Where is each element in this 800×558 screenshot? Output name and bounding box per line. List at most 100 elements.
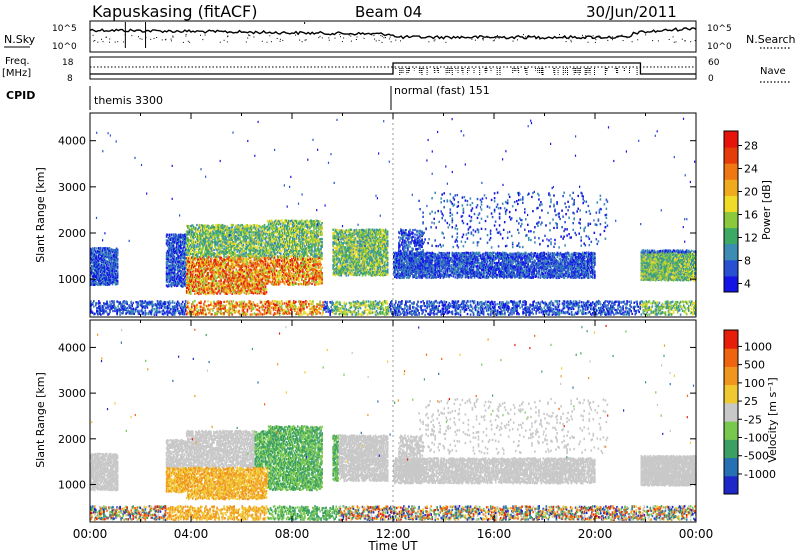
range-cell bbox=[311, 283, 313, 285]
noise-dot bbox=[400, 40, 401, 41]
noise-dot bbox=[601, 37, 602, 38]
noise-dot bbox=[523, 34, 524, 35]
range-cell bbox=[220, 279, 222, 281]
range-cell bbox=[106, 251, 108, 253]
station-title: Kapuskasing (fitACF) bbox=[92, 2, 257, 21]
range-cell bbox=[196, 248, 198, 250]
range-cell bbox=[317, 230, 319, 232]
noise-dot bbox=[495, 38, 496, 39]
noise-tick-right-bottom: 10^0 bbox=[707, 42, 732, 52]
noise-trace bbox=[90, 22, 696, 48]
noise-panel bbox=[90, 21, 696, 52]
range-cell bbox=[178, 243, 180, 245]
noise-tick-top: 10^5 bbox=[52, 24, 77, 34]
range-cell bbox=[264, 230, 266, 232]
noise-line bbox=[90, 28, 696, 39]
noise-dot bbox=[522, 36, 523, 37]
range-cell bbox=[215, 288, 217, 290]
range-cell bbox=[227, 292, 229, 294]
range-cell bbox=[291, 272, 293, 274]
range-cell bbox=[112, 283, 114, 285]
range-cell bbox=[167, 234, 169, 236]
noise-dot bbox=[131, 35, 132, 36]
range-cell bbox=[200, 247, 202, 249]
range-cell bbox=[167, 281, 169, 283]
range-cell bbox=[276, 270, 278, 272]
noise-dot bbox=[101, 39, 102, 40]
range-cell bbox=[299, 253, 301, 255]
nsearch-label: N.Search bbox=[746, 33, 796, 46]
noise-dot bbox=[371, 34, 372, 35]
noise-dot bbox=[154, 38, 155, 39]
range-cell bbox=[247, 261, 249, 263]
noise-dot bbox=[565, 37, 566, 38]
noise-dot bbox=[202, 39, 203, 40]
range-cell bbox=[317, 246, 319, 248]
range-cell bbox=[207, 272, 209, 274]
noise-dot bbox=[435, 39, 436, 40]
range-cell bbox=[211, 244, 213, 246]
noise-dot bbox=[487, 37, 488, 38]
cpid-segment-1: themis 3300 bbox=[94, 94, 163, 107]
range-cell bbox=[255, 246, 257, 248]
range-cell bbox=[96, 276, 98, 278]
range-cell bbox=[228, 227, 230, 229]
range-cell bbox=[186, 265, 188, 267]
range-cell bbox=[206, 265, 208, 267]
range-cell bbox=[240, 273, 242, 275]
range-cell bbox=[290, 230, 292, 232]
range-cell bbox=[244, 268, 246, 270]
range-cell bbox=[255, 292, 257, 294]
range-cell bbox=[117, 270, 119, 272]
range-cell bbox=[281, 219, 283, 221]
beam-label: Beam 04 bbox=[355, 3, 422, 21]
noise-dot bbox=[306, 39, 307, 40]
range-cell bbox=[292, 262, 294, 264]
range-cell bbox=[216, 258, 218, 260]
noise-dot bbox=[395, 40, 396, 41]
noise-dot bbox=[623, 40, 624, 41]
range-cell bbox=[98, 260, 100, 262]
noise-dot bbox=[434, 40, 435, 41]
range-cell bbox=[271, 267, 273, 269]
range-cell bbox=[194, 286, 196, 288]
range-cell bbox=[234, 251, 236, 253]
noise-dot bbox=[559, 34, 560, 35]
range-cell bbox=[271, 219, 273, 221]
noise-dot bbox=[349, 35, 350, 36]
noise-dot bbox=[93, 41, 94, 42]
range-cell bbox=[270, 276, 272, 278]
noise-dot bbox=[188, 41, 189, 42]
range-cell bbox=[194, 251, 196, 253]
nave-tick-top: 60 bbox=[708, 58, 720, 68]
noise-dot bbox=[612, 36, 613, 37]
range-cell bbox=[269, 226, 271, 228]
range-cell bbox=[265, 263, 267, 265]
noise-dot bbox=[262, 41, 263, 42]
range-cell bbox=[200, 227, 202, 229]
noise-dot bbox=[171, 39, 172, 40]
noise-dot bbox=[322, 37, 323, 38]
range-cell bbox=[167, 262, 169, 264]
range-cell bbox=[301, 219, 303, 221]
range-cell bbox=[213, 249, 215, 251]
range-cell bbox=[196, 231, 198, 233]
range-cell bbox=[243, 246, 245, 248]
noise-dot bbox=[123, 41, 124, 42]
range-cell bbox=[117, 258, 119, 260]
noise-dot bbox=[376, 40, 377, 41]
noise-dot bbox=[329, 40, 330, 41]
range-cell bbox=[117, 263, 119, 265]
range-cell bbox=[188, 225, 190, 227]
noise-dot bbox=[185, 36, 186, 37]
range-cell bbox=[195, 259, 197, 261]
noise-dot bbox=[267, 42, 268, 43]
noise-dot bbox=[299, 40, 300, 41]
range-cell bbox=[273, 225, 275, 227]
range-cell bbox=[193, 237, 195, 239]
noise-dot bbox=[607, 40, 608, 41]
noise-dot bbox=[173, 37, 174, 38]
range-cell bbox=[203, 236, 205, 238]
noise-dot bbox=[561, 37, 562, 38]
range-cell bbox=[188, 241, 190, 243]
